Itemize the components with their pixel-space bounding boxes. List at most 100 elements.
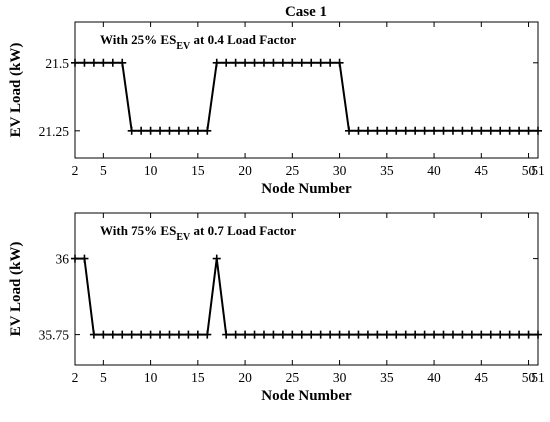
data-point xyxy=(174,330,183,339)
chart-title: Case 1 xyxy=(285,4,327,20)
data-point xyxy=(373,126,382,135)
data-point xyxy=(241,330,250,339)
x-tick-label: 15 xyxy=(191,163,205,178)
data-point xyxy=(146,126,155,135)
panel-case1: Case 1 2 5 10 15 20 25 30 35 40 45 505121.2521.5No… xyxy=(8,4,545,197)
series-line xyxy=(75,257,538,336)
data-point xyxy=(392,330,401,339)
x-tick-label: 51 xyxy=(531,370,545,385)
data-point xyxy=(259,330,268,339)
x-tick-label: 51 xyxy=(531,163,545,178)
data-point xyxy=(71,58,79,67)
data-point xyxy=(496,330,505,339)
annotation: With 75% ESEV at 0.7 Load Factor xyxy=(100,223,296,243)
data-point xyxy=(486,126,495,135)
data-point xyxy=(108,58,117,67)
data-point xyxy=(80,254,89,263)
data-point xyxy=(430,126,439,135)
x-tick-label: 10 xyxy=(144,163,158,178)
data-point xyxy=(505,126,514,135)
y-tick-label: 35.75 xyxy=(39,328,70,343)
data-point xyxy=(269,330,278,339)
x-tick-label: 15 xyxy=(191,370,205,385)
data-point xyxy=(250,58,259,67)
data-point xyxy=(203,126,212,135)
data-point xyxy=(156,330,165,339)
data-point xyxy=(71,254,79,263)
data-point xyxy=(326,58,335,67)
data-point xyxy=(382,330,391,339)
x-tick-label: 2 xyxy=(72,370,79,385)
data-point xyxy=(373,330,382,339)
data-point xyxy=(382,126,391,135)
plot-frame xyxy=(74,212,539,366)
data-point xyxy=(99,58,108,67)
data-point xyxy=(420,126,429,135)
x-tick-label: 20 xyxy=(238,370,252,385)
data-point xyxy=(231,330,240,339)
y-tick-label: 21.25 xyxy=(39,124,70,139)
data-point xyxy=(411,126,420,135)
y-tick-label: 36 xyxy=(56,252,70,267)
data-point xyxy=(174,126,183,135)
x-tick-label: 45 xyxy=(475,370,489,385)
data-point xyxy=(241,58,250,67)
y-tick-label: 21.5 xyxy=(45,56,69,71)
data-point xyxy=(297,58,306,67)
x-axis-label: Node Number xyxy=(261,388,352,404)
data-point xyxy=(467,330,476,339)
data-point xyxy=(524,126,533,135)
data-point xyxy=(534,126,542,135)
data-point xyxy=(288,58,297,67)
data-point xyxy=(222,58,231,67)
data-point xyxy=(448,330,457,339)
x-tick-label: 10 xyxy=(144,370,158,385)
data-point xyxy=(477,126,486,135)
data-point xyxy=(363,126,372,135)
data-point xyxy=(458,330,467,339)
data-point xyxy=(345,126,354,135)
data-point xyxy=(212,58,221,67)
data-point xyxy=(515,126,524,135)
data-point xyxy=(401,126,410,135)
data-point xyxy=(363,330,372,339)
x-tick-label: 35 xyxy=(380,163,394,178)
data-point xyxy=(203,330,212,339)
data-point xyxy=(165,330,174,339)
data-point xyxy=(307,330,316,339)
x-tick-label: 35 xyxy=(380,370,394,385)
data-point xyxy=(448,126,457,135)
data-point xyxy=(137,330,146,339)
x-tick-label: 5 xyxy=(100,370,107,385)
data-point xyxy=(345,330,354,339)
x-tick-label: 45 xyxy=(475,163,489,178)
data-point xyxy=(288,330,297,339)
data-point xyxy=(307,58,316,67)
data-point xyxy=(430,330,439,339)
data-point xyxy=(335,58,344,67)
y-axis-label: EV Load (kW) xyxy=(8,242,24,337)
plot-frame xyxy=(74,21,539,159)
data-point xyxy=(467,126,476,135)
x-tick-label: 5 xyxy=(100,163,107,178)
data-point xyxy=(505,330,514,339)
data-point xyxy=(278,330,287,339)
data-point xyxy=(259,58,268,67)
data-point xyxy=(231,58,240,67)
data-point xyxy=(118,58,127,67)
data-point xyxy=(439,330,448,339)
data-point xyxy=(193,330,202,339)
data-point xyxy=(184,330,193,339)
x-tick-label: 25 xyxy=(286,370,300,385)
series-line xyxy=(75,61,538,132)
data-point xyxy=(212,254,221,263)
data-point xyxy=(80,58,89,67)
data-point xyxy=(184,126,193,135)
data-point xyxy=(127,330,136,339)
x-tick-label: 40 xyxy=(427,370,441,385)
data-point xyxy=(411,330,420,339)
data-point xyxy=(108,330,117,339)
